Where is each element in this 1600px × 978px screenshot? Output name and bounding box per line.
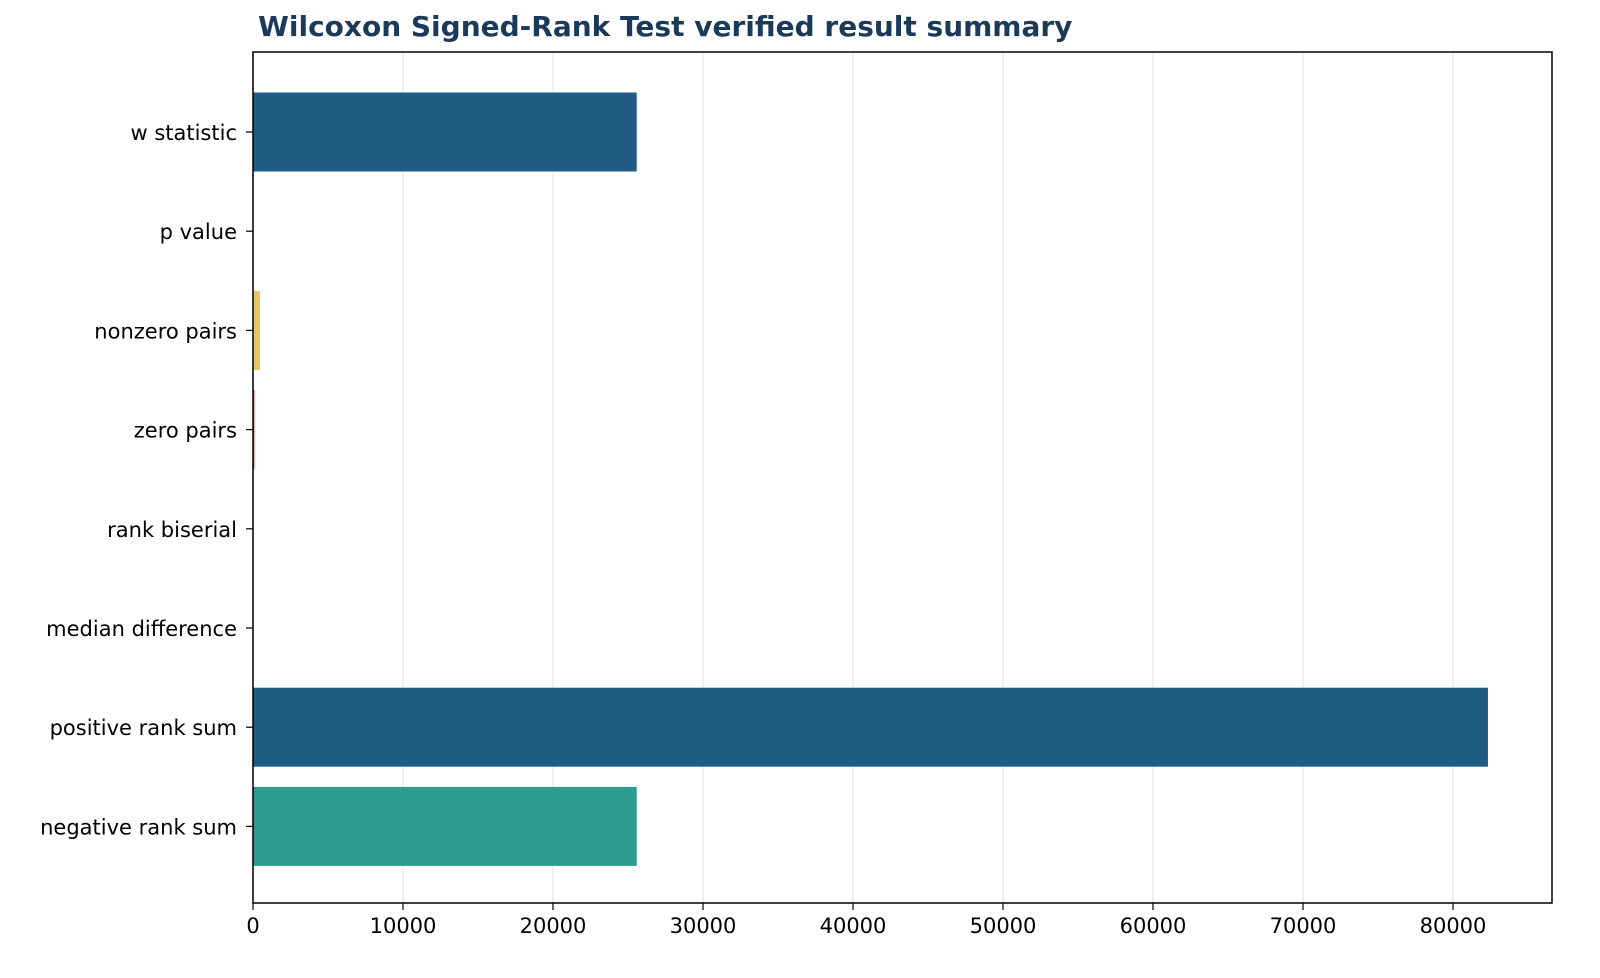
x-tick-label: 20000: [520, 914, 587, 938]
y-tick-label: w statistic: [130, 121, 237, 145]
bar-w-statistic: [253, 92, 637, 172]
bars-layer: [253, 92, 1488, 866]
y-tick-label: negative rank sum: [40, 815, 237, 839]
y-axis: w statistic p value nonzero pairs zero pair…: [40, 121, 253, 839]
bar-negative-rank-sum: [253, 786, 637, 866]
y-tick-label: nonzero pairs: [94, 319, 237, 343]
x-tick-label: 80000: [1420, 914, 1487, 938]
x-tick-label: 0: [246, 914, 259, 938]
y-tick-label: median difference: [46, 617, 237, 641]
plot-frame: [252, 51, 1553, 904]
x-tick-label: 40000: [820, 914, 887, 938]
y-tick-label: zero pairs: [134, 419, 237, 443]
x-tick-label: 50000: [970, 914, 1037, 938]
bar-nonzero-pairs: [253, 290, 261, 370]
y-tick-label: rank biserial: [107, 518, 237, 542]
y-tick-label: p value: [160, 220, 237, 244]
x-tick-label: 60000: [1120, 914, 1187, 938]
x-axis: 0 10000 20000 30000 40000 50000 60000 70000 8000…: [246, 903, 1486, 938]
x-tick-label: 30000: [670, 914, 737, 938]
chart-title: Wilcoxon Signed-Rank Test verified resul…: [258, 10, 1073, 43]
x-tick-label: 70000: [1270, 914, 1337, 938]
bar-positive-rank-sum: [253, 687, 1488, 767]
grid-layer: [252, 52, 1454, 903]
y-tick-label: positive rank sum: [50, 716, 237, 740]
x-tick-label: 10000: [370, 914, 437, 938]
